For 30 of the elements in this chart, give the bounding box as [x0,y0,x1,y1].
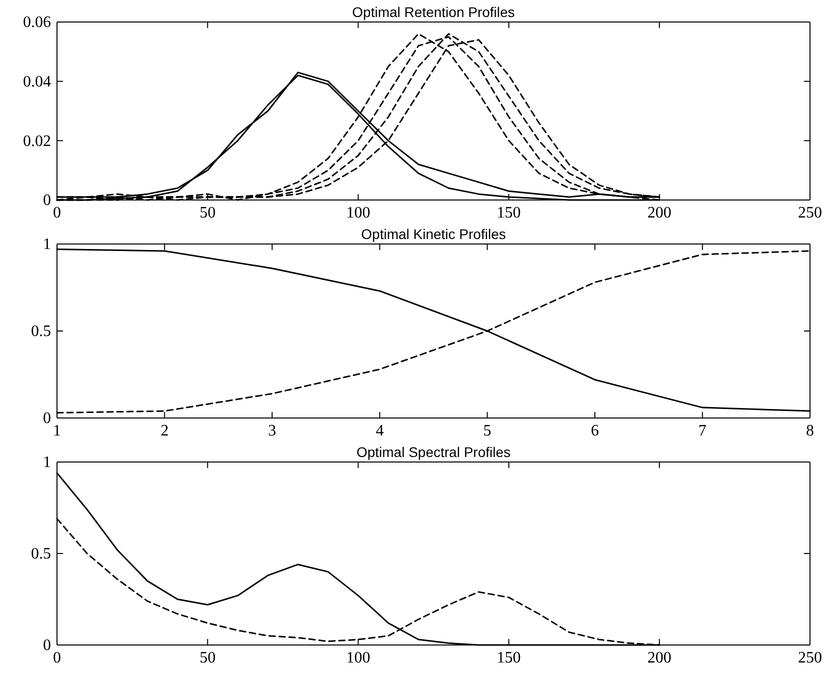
y-tick-label: 0.5 [31,323,51,340]
y-tick-label: 0.02 [23,132,51,150]
y-tick-label: 0 [43,637,51,654]
chart-title: Optimal Kinetic Profiles [361,226,506,242]
x-tick-label: 50 [200,204,216,222]
chart-title: Optimal Spectral Profiles [356,444,511,460]
chart-title: Optimal Retention Profiles [352,4,515,20]
x-tick-label: 5 [483,422,492,440]
x-tick-label: 50 [200,649,216,666]
y-tick-label: 1 [43,454,51,472]
y-tick-label: 0.5 [31,546,51,563]
x-tick-label: 250 [798,204,822,222]
x-tick-label: 150 [496,649,521,666]
y-tick-label: 0.04 [23,73,51,90]
x-tick-label: 150 [496,204,521,222]
x-tick-label: 250 [798,649,822,666]
x-tick-label: 3 [268,422,276,440]
x-tick-label: 8 [806,422,814,440]
x-tick-label: 6 [590,422,599,440]
x-tick-label: 200 [647,204,672,222]
x-tick-label: 200 [647,649,672,666]
x-tick-label: 7 [698,422,706,440]
y-tick-label: 1 [43,236,51,254]
y-tick-label: 0 [43,192,51,210]
x-tick-label: 100 [346,649,370,666]
x-tick-label: 100 [346,204,370,222]
x-tick-label: 2 [160,422,169,440]
y-tick-label: 0 [43,410,51,428]
x-tick-label: 4 [376,422,384,440]
y-tick-label: 0.06 [23,14,51,32]
